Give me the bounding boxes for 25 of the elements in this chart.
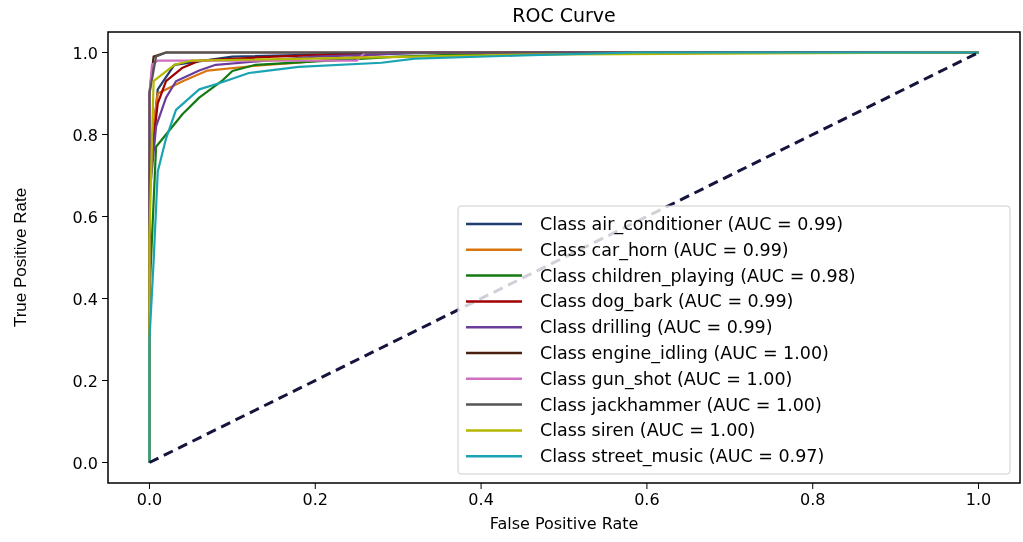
x-tick-label: 1.0 [965, 490, 992, 509]
y-axis-title: True Positive Rate [11, 187, 30, 328]
legend-label: Class street_music (AUC = 0.97) [540, 446, 825, 468]
x-tick-label: 0.0 [136, 490, 163, 509]
y-tick-label: 1.0 [72, 43, 98, 63]
legend-label: Class jackhammer (AUC = 1.00) [540, 394, 822, 415]
legend-label: Class drilling (AUC = 0.99) [540, 317, 773, 338]
x-tick-label: 0.8 [800, 490, 826, 509]
y-tick-label: 0.4 [72, 289, 98, 309]
legend-label: Class engine_idling (AUC = 1.00) [540, 343, 829, 364]
x-tick-label: 0.2 [302, 490, 328, 509]
x-tick-label: 0.6 [634, 490, 660, 509]
x-tick-label: 0.4 [468, 490, 494, 509]
chart-title: ROC Curve [512, 4, 616, 26]
legend-label: Class car_horn (AUC = 0.99) [540, 239, 789, 261]
legend-label: Class children_playing (AUC = 0.98) [540, 265, 856, 287]
legend-label: Class siren (AUC = 1.00) [540, 420, 756, 441]
x-axis-title: False Positive Rate [489, 514, 639, 533]
y-tick-label: 0.2 [72, 371, 98, 391]
legend-label: Class gun_shot (AUC = 1.00) [540, 368, 793, 390]
legend-label: Class dog_bark (AUC = 0.99) [540, 291, 794, 313]
legend-label: Class air_conditioner (AUC = 0.99) [540, 214, 843, 235]
y-tick-label: 0.8 [72, 125, 98, 145]
y-tick-label: 0.0 [72, 453, 98, 473]
y-tick-label: 0.6 [72, 207, 98, 227]
